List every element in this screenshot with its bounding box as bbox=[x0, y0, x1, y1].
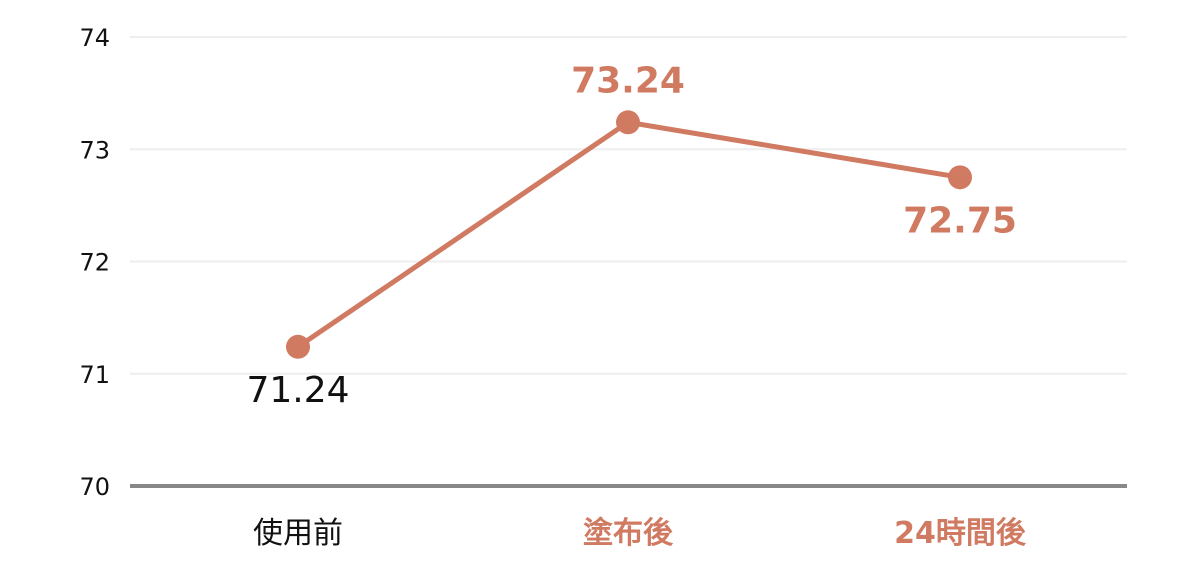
x-category-label: 使用前 bbox=[253, 516, 343, 551]
data-point bbox=[948, 165, 972, 190]
x-category-label: 24時間後 bbox=[894, 516, 1027, 551]
x-category-label: 塗布後 bbox=[583, 516, 674, 551]
y-tick-label: 70 bbox=[79, 473, 110, 501]
data-label: 73.24 bbox=[571, 60, 685, 101]
series-line bbox=[296, 119, 961, 349]
y-tick-label: 72 bbox=[79, 249, 110, 277]
data-label: 72.75 bbox=[903, 200, 1017, 241]
y-tick-label: 74 bbox=[79, 24, 110, 52]
y-tick-label: 71 bbox=[79, 361, 110, 389]
data-point bbox=[286, 334, 310, 359]
y-tick-label: 73 bbox=[79, 136, 110, 164]
data-point bbox=[616, 110, 640, 135]
data-label: 71.24 bbox=[246, 370, 349, 411]
